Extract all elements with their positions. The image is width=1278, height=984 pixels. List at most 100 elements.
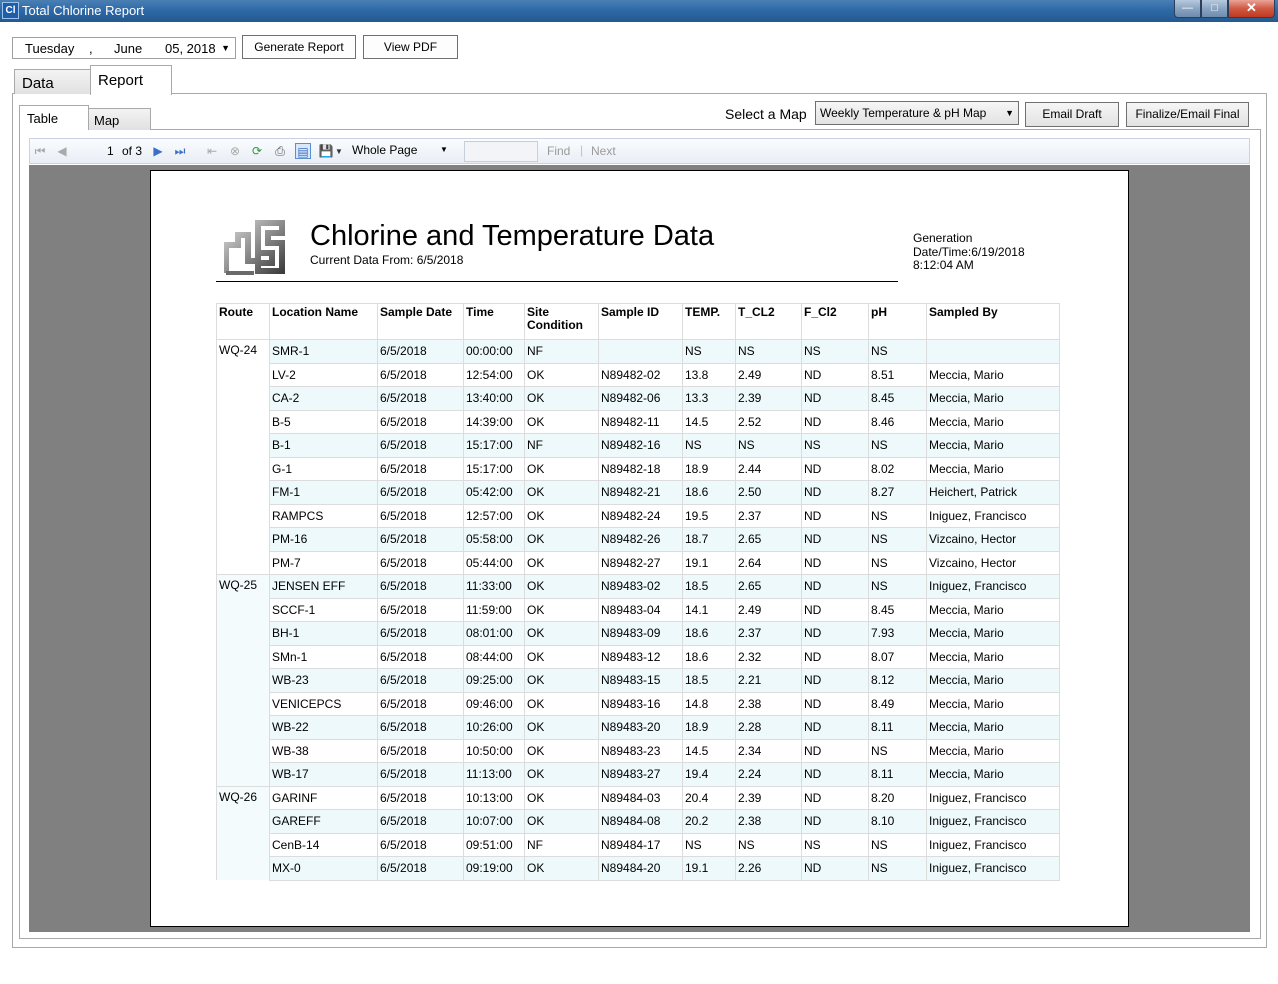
column-header-ph: pH: [868, 303, 927, 340]
cell-sampled-by: Iniguez, Francisco: [926, 785, 1060, 810]
tab-table[interactable]: Table: [19, 105, 89, 130]
close-button[interactable]: ✕: [1228, 0, 1275, 18]
previous-page-icon[interactable]: ◀: [57, 144, 67, 158]
cell-route: [216, 833, 270, 857]
cell-time: 10:50:00: [463, 738, 525, 763]
cell-location-name: GARINF: [269, 785, 378, 810]
cell-site-condition: OK: [524, 386, 599, 411]
cell-site-condition: OK: [524, 785, 599, 810]
cell-sample-date: 6/5/2018: [377, 597, 464, 622]
minimize-button[interactable]: —: [1174, 0, 1201, 18]
cell-location-name: LV-2: [269, 362, 378, 387]
report-title: Chlorine and Temperature Data: [310, 220, 715, 252]
last-page-icon[interactable]: ⏭: [174, 144, 186, 158]
cell-site-condition: OK: [524, 550, 599, 575]
export-icon[interactable]: 💾: [318, 144, 334, 158]
cell-site-condition: OK: [524, 762, 599, 787]
next-link[interactable]: Next: [591, 144, 616, 158]
print-icon[interactable]: ⎙: [275, 144, 285, 158]
cell-t-cl2: 2.39: [735, 785, 802, 810]
column-header-t-cl2: T_CL2: [735, 303, 802, 340]
toolbar-separator: |: [580, 143, 584, 157]
maximize-button[interactable]: □: [1201, 0, 1228, 18]
cell-site-condition: OK: [524, 738, 599, 763]
cell-temp: 18.6: [682, 644, 736, 669]
stop-icon[interactable]: ⊗: [229, 144, 241, 158]
chevron-down-icon[interactable]: ▼: [335, 147, 343, 156]
cell-f-cl2: ND: [801, 409, 869, 434]
first-page-icon[interactable]: ⏮: [34, 144, 46, 158]
cell-temp: 18.5: [682, 574, 736, 599]
print-layout-icon[interactable]: ▤: [295, 143, 311, 159]
generate-report-button[interactable]: Generate Report: [242, 35, 356, 59]
cell-f-cl2: ND: [801, 621, 869, 646]
cell-site-condition: NF: [524, 433, 599, 458]
cell-ph: NS: [868, 339, 927, 364]
cell-route: [216, 715, 270, 739]
view-pdf-button[interactable]: View PDF: [363, 35, 458, 59]
cell-site-condition: OK: [524, 644, 599, 669]
refresh-icon[interactable]: ⟳: [251, 144, 263, 158]
cell-location-name: CA-2: [269, 386, 378, 411]
zoom-dropdown[interactable]: Whole Page ▼: [352, 143, 452, 157]
cell-route: [216, 621, 270, 645]
cell-sample-date: 6/5/2018: [377, 456, 464, 481]
cell-t-cl2: 2.28: [735, 715, 802, 740]
cell-temp: 13.8: [682, 362, 736, 387]
cell-sampled-by: Iniguez, Francisco: [926, 832, 1060, 857]
cell-ph: 8.10: [868, 809, 927, 834]
cell-site-condition: OK: [524, 527, 599, 552]
map-select-dropdown[interactable]: Weekly Temperature & pH Map ▼: [815, 101, 1019, 125]
chevron-down-icon[interactable]: ▼: [221, 43, 230, 53]
cell-ph: 8.07: [868, 644, 927, 669]
cell-site-condition: NF: [524, 339, 599, 364]
cell-temp: 14.5: [682, 409, 736, 434]
cell-t-cl2: NS: [735, 339, 802, 364]
cell-f-cl2: ND: [801, 738, 869, 763]
cell-sample-date: 6/5/2018: [377, 362, 464, 387]
date-month: June: [114, 41, 143, 56]
cell-f-cl2: ND: [801, 785, 869, 810]
tab-data[interactable]: Data: [14, 69, 92, 94]
cell-sampled-by: Vizcaino, Hector: [926, 550, 1060, 575]
date-weekday: Tuesday: [25, 41, 75, 56]
back-icon[interactable]: ⇤: [206, 144, 218, 158]
cell-route: [216, 363, 270, 387]
app-icon: Cl: [2, 2, 19, 19]
table-row: SCCF-1 6/5/2018 11:59:00 OK N89483-04 14.1 2.4…: [216, 597, 1060, 622]
cell-sample-id: N89482-02: [598, 362, 683, 387]
report-viewer-toolbar: ⏮ ◀ of 3 ▶ ⏭ ⇤ ⊗ ⟳ ⎙ ▤ 💾 ▼ Whole Page ▼ …: [29, 138, 1250, 164]
cell-sample-id: N89483-12: [598, 644, 683, 669]
cell-time: 15:17:00: [463, 456, 525, 481]
find-text-input[interactable]: [464, 141, 538, 162]
finalize-email-button[interactable]: Finalize/Email Final: [1126, 102, 1249, 127]
cell-t-cl2: 2.50: [735, 480, 802, 505]
email-draft-button[interactable]: Email Draft: [1025, 102, 1119, 127]
cell-time: 11:33:00: [463, 574, 525, 599]
table-row: PM-16 6/5/2018 05:58:00 OK N89482-26 18.7 2.65…: [216, 527, 1060, 552]
cell-temp: 14.5: [682, 738, 736, 763]
table-row: PM-7 6/5/2018 05:44:00 OK N89482-27 19.1 2.64 N…: [216, 550, 1060, 575]
zoom-value: Whole Page: [352, 143, 418, 157]
cell-f-cl2: ND: [801, 527, 869, 552]
cell-f-cl2: ND: [801, 574, 869, 599]
tab-report[interactable]: Report: [90, 65, 172, 95]
cell-time: 14:39:00: [463, 409, 525, 434]
cell-ph: NS: [868, 832, 927, 857]
cell-temp: 20.2: [682, 809, 736, 834]
cell-location-name: WB-22: [269, 715, 378, 740]
cell-route: [216, 551, 270, 575]
cell-f-cl2: NS: [801, 339, 869, 364]
date-picker[interactable]: Tuesday , June 05, 2018 ▼: [12, 37, 236, 59]
tab-map[interactable]: Map: [88, 108, 151, 130]
next-page-icon[interactable]: ▶: [153, 144, 163, 158]
cell-location-name: G-1: [269, 456, 378, 481]
cell-location-name: RAMPCS: [269, 503, 378, 528]
cell-t-cl2: 2.65: [735, 527, 802, 552]
cell-route: [216, 762, 270, 786]
page-number-input[interactable]: [102, 142, 146, 160]
cell-route: [216, 386, 270, 410]
table-row: WB-23 6/5/2018 09:25:00 OK N89483-15 18.5 2.21…: [216, 668, 1060, 693]
cell-f-cl2: ND: [801, 856, 869, 881]
find-link[interactable]: Find: [547, 144, 571, 158]
